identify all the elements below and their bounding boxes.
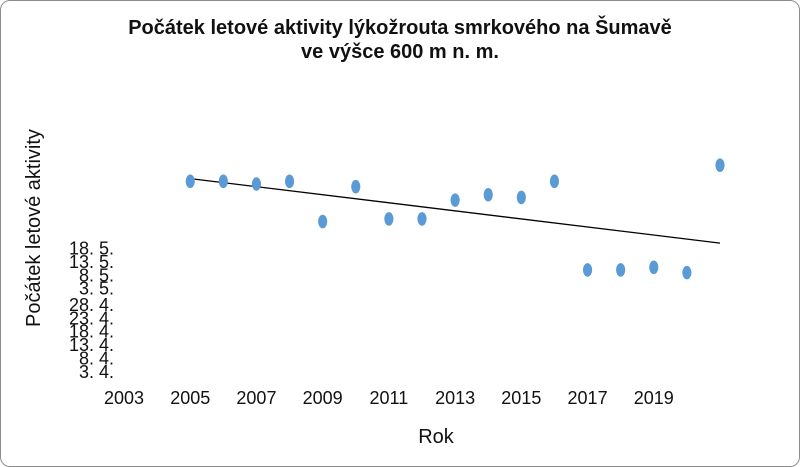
x-axis-ticks: 2003 2005 2007 2009 2011 2013 2015 2017 2019 xyxy=(104,388,674,408)
data-point xyxy=(715,158,725,172)
y-tick-label: 8. 5. xyxy=(79,265,114,285)
y-tick-label: 23. 4. xyxy=(69,308,114,328)
data-point xyxy=(483,187,493,202)
x-tick-label: 2005 xyxy=(170,388,210,408)
y-tick-label: 8. 4. xyxy=(79,349,114,369)
data-point xyxy=(251,177,262,191)
data-point xyxy=(218,174,228,189)
x-tick-label: 2013 xyxy=(435,388,475,408)
y-tick-label: 18. 4. xyxy=(69,322,114,342)
y-tick-label: 13. 4. xyxy=(69,335,114,355)
data-point xyxy=(516,190,526,205)
chart-title-line1: Počátek letové aktivity lýkožrouta smrko… xyxy=(128,17,672,39)
x-tick-label: 2011 xyxy=(370,388,409,408)
chart-title-line2: ve výšce 600 m n. m. xyxy=(301,41,499,63)
x-axis-title: Rok xyxy=(418,426,455,448)
y-axis-title: Počátek letové aktivity xyxy=(23,129,45,327)
data-point xyxy=(682,265,692,280)
data-point xyxy=(351,179,361,194)
data-point xyxy=(318,214,328,229)
x-tick-label: 2003 xyxy=(104,388,144,408)
data-point xyxy=(649,260,659,275)
y-tick-label: 18. 5. xyxy=(69,238,114,258)
data-point xyxy=(185,174,195,189)
chart-title: Počátek letové aktivity lýkožrouta smrko… xyxy=(0,16,800,64)
data-point xyxy=(616,263,626,277)
data-points xyxy=(185,158,725,280)
data-point xyxy=(582,263,593,277)
trendline xyxy=(190,177,721,244)
data-point xyxy=(384,212,394,226)
trendline-group xyxy=(190,177,721,244)
data-point xyxy=(450,193,460,207)
y-tick-label: 28. 4. xyxy=(69,295,114,315)
x-tick-label: 2017 xyxy=(568,388,608,408)
data-point xyxy=(284,174,295,189)
y-axis-ticks: 3. 4.8. 4.13. 4.18. 4.23. 4.28. 4.3. 5.8… xyxy=(69,238,114,382)
data-point xyxy=(549,174,560,189)
x-tick-label: 2009 xyxy=(303,388,343,408)
x-tick-label: 2007 xyxy=(236,388,276,408)
data-point xyxy=(417,212,427,226)
x-tick-label: 2019 xyxy=(634,388,674,408)
y-tick-label: 3. 5. xyxy=(79,279,114,299)
y-tick-label: 13. 5. xyxy=(69,252,114,272)
x-tick-label: 2015 xyxy=(501,388,541,408)
y-tick-label: 3. 4. xyxy=(79,362,114,382)
